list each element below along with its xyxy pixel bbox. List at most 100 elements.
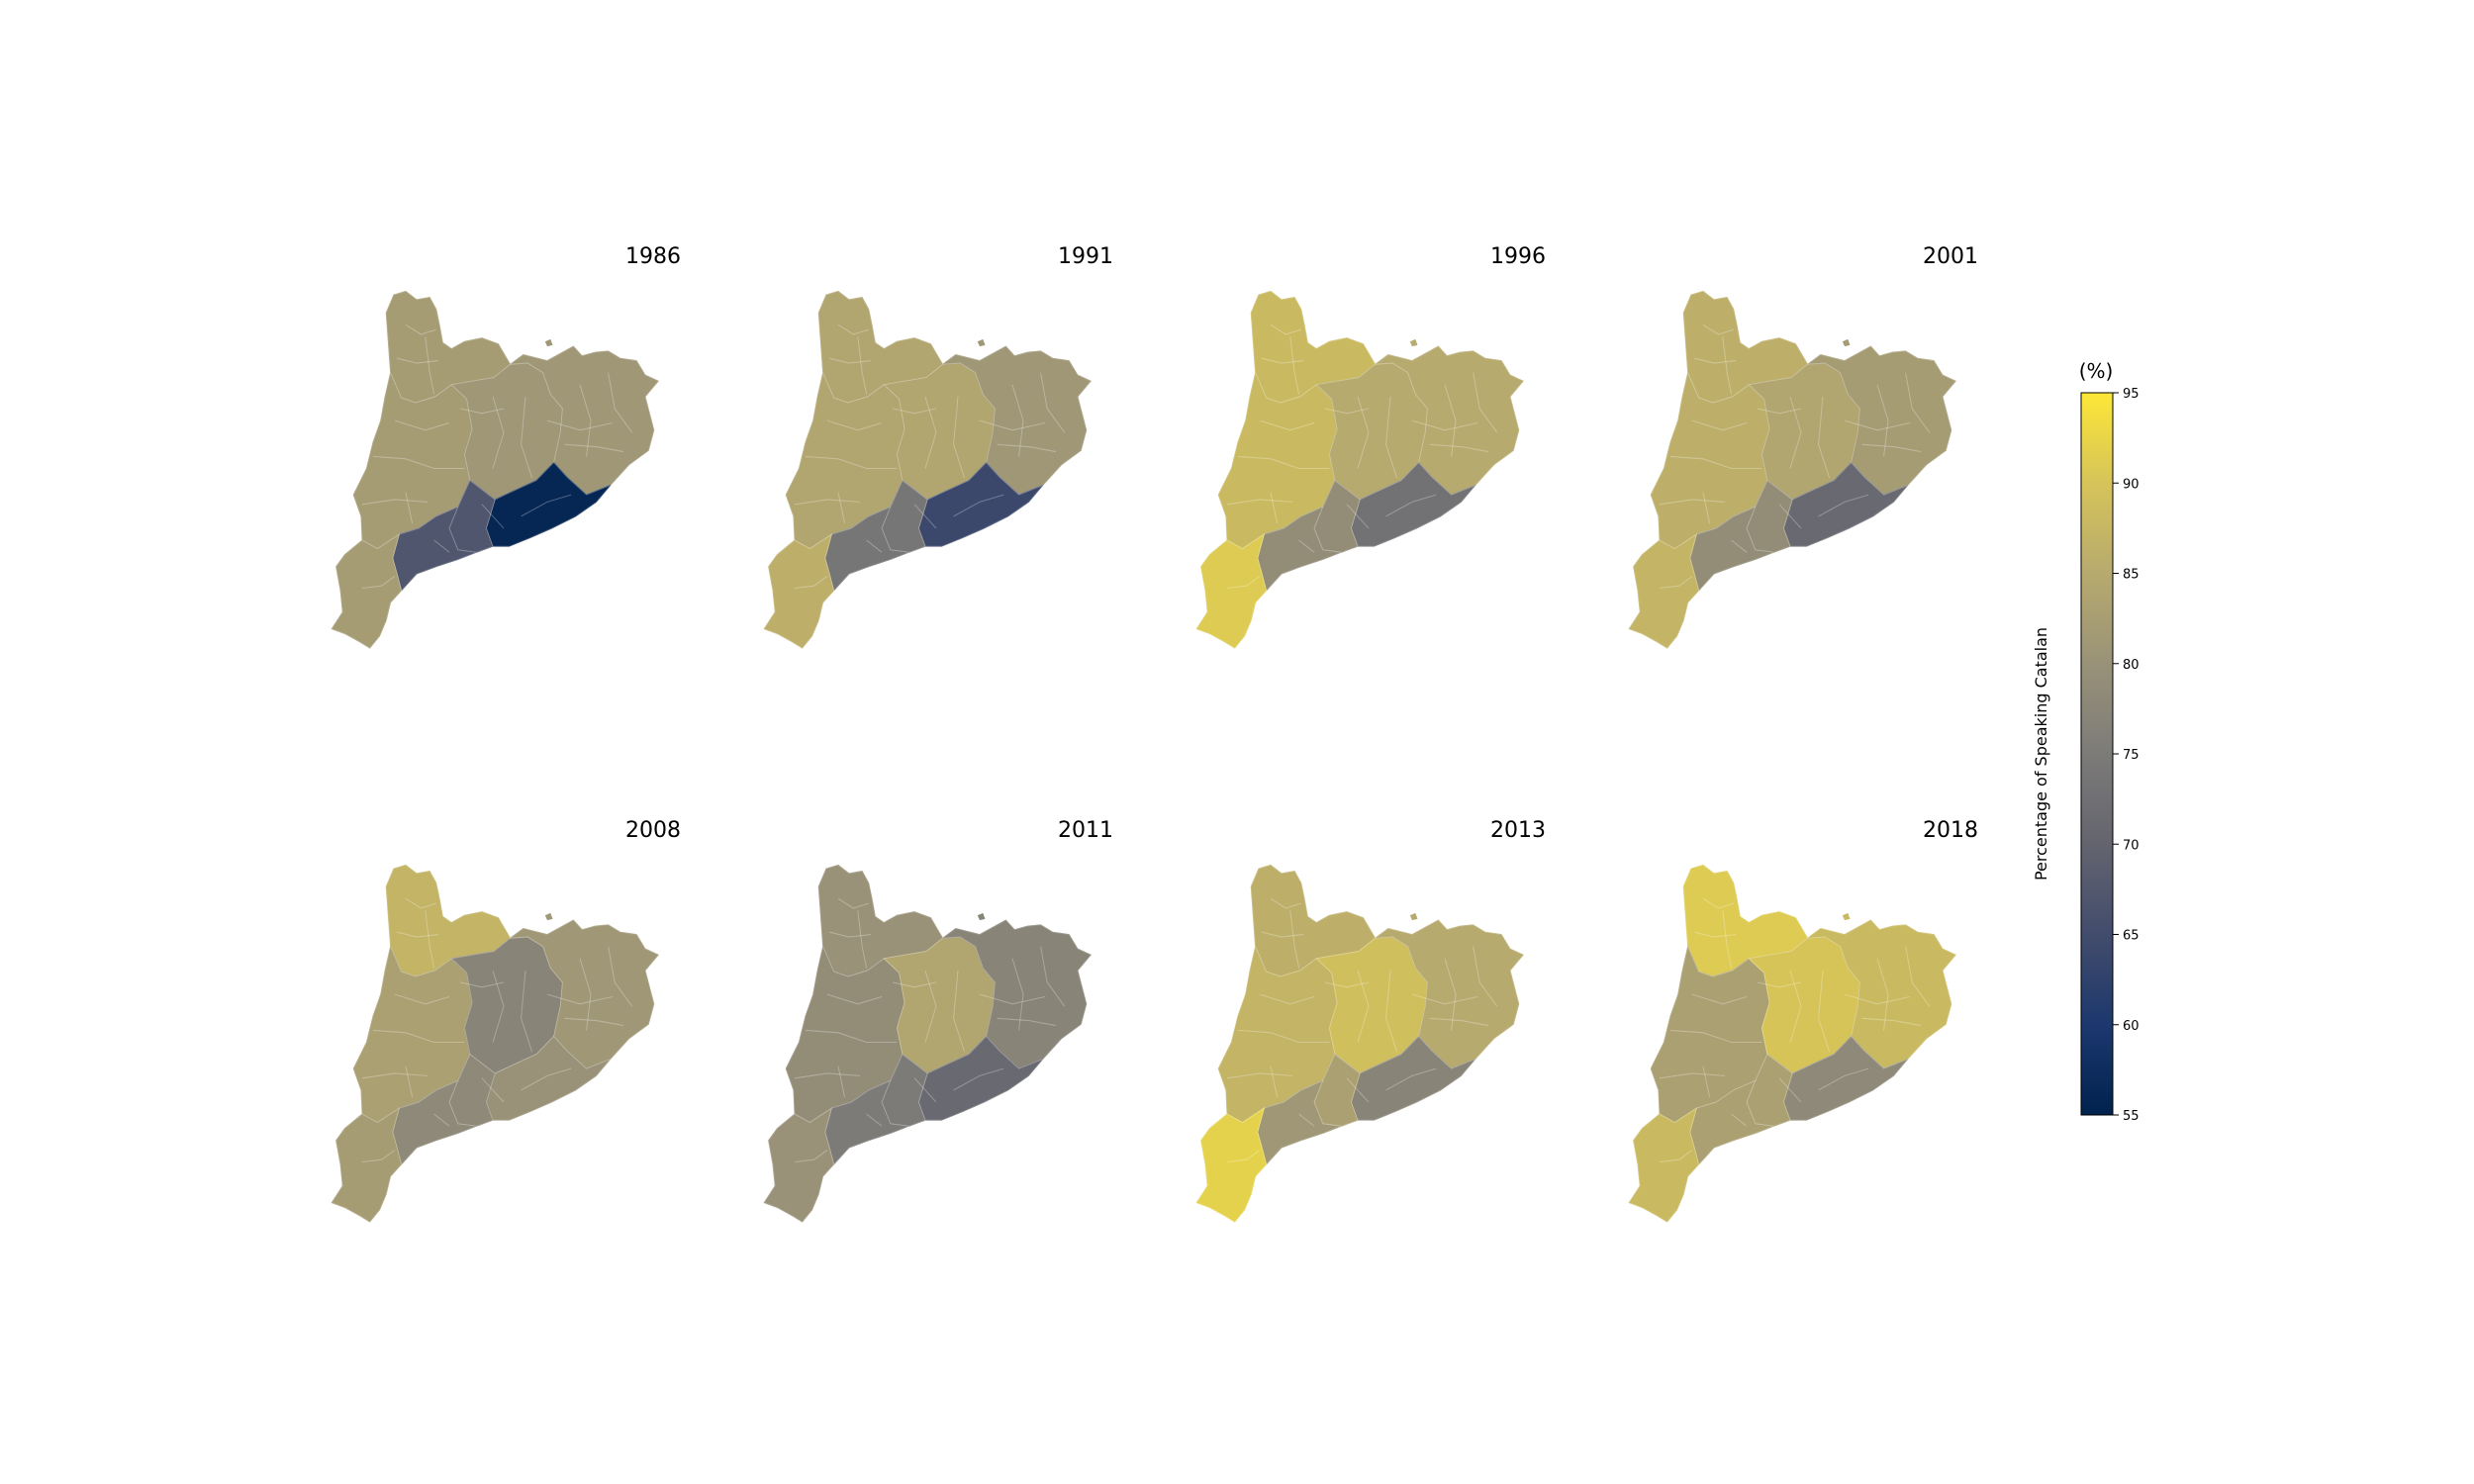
county-boundary: [481, 504, 505, 529]
county-boundary: [924, 396, 937, 469]
county-boundary: [1876, 384, 1889, 457]
zone-boundary: [1748, 362, 1860, 501]
zone-boundary: [1650, 371, 1770, 550]
colorbar-tick-label: 90: [2123, 477, 2140, 492]
county-boundary: [425, 336, 435, 395]
panel-title: 2008: [625, 818, 681, 843]
county-boundary: [1818, 1067, 1869, 1091]
county-boundary: [866, 1113, 883, 1127]
county-boundary: [1429, 443, 1489, 453]
region-terres-de-l-ebre: [763, 532, 835, 649]
county-boundary: [1444, 384, 1457, 457]
zone-boundary: [485, 1035, 612, 1121]
county-boundary: [1659, 1072, 1726, 1079]
county-boundary: [546, 993, 614, 1005]
zone-boundary: [883, 362, 996, 501]
county-boundary: [892, 981, 937, 988]
region-comarques-gironines: [1805, 345, 1956, 496]
zone-boundary: [1257, 506, 1342, 592]
county-boundary: [1040, 372, 1066, 433]
county-boundary: [953, 1067, 1004, 1091]
islet: [1409, 912, 1418, 921]
county-boundary: [1226, 499, 1293, 506]
islet: [1409, 338, 1418, 347]
zone-boundary: [1250, 864, 1377, 977]
county-boundary: [1778, 1077, 1802, 1103]
county-boundary: [997, 443, 1057, 453]
region--mbit-metropolit-: [1782, 461, 1909, 547]
region-terres-de-l-ebre: [331, 1106, 403, 1223]
county-boundary: [1669, 1029, 1762, 1044]
county-boundary: [829, 357, 872, 364]
county-boundary: [1789, 970, 1802, 1043]
region-comarques-gironines: [1373, 919, 1524, 1069]
county-boundary: [1298, 1113, 1315, 1127]
county-boundary: [481, 1077, 505, 1103]
islet: [977, 912, 986, 921]
county-boundary: [794, 1149, 828, 1163]
county-boundary: [492, 396, 505, 469]
zone-boundary: [448, 479, 496, 553]
county-boundary: [1694, 931, 1737, 938]
county-boundary: [1659, 1149, 1693, 1163]
zone-boundary: [1250, 290, 1377, 404]
zone-boundary: [881, 479, 928, 553]
zone-boundary: [1746, 1053, 1793, 1127]
region--mbit-metropolit-: [485, 1035, 612, 1121]
county-boundary: [979, 993, 1046, 1005]
county-boundary: [1702, 492, 1711, 524]
county-boundary: [361, 575, 396, 590]
county-boundary: [405, 324, 436, 335]
region-comarques-gironines: [508, 345, 659, 496]
county-boundary: [1357, 970, 1370, 1043]
county-boundary: [1659, 499, 1726, 506]
county-boundary: [1473, 946, 1498, 1007]
county-boundary: [1237, 1029, 1330, 1044]
zone-boundary: [448, 1053, 496, 1127]
region-pened-s: [1746, 1053, 1793, 1127]
region-terres-de-l-ebre: [1195, 532, 1268, 649]
county-boundary: [826, 993, 883, 1005]
county-boundary: [1694, 357, 1737, 364]
county-boundary: [579, 958, 592, 1031]
county-boundary: [1324, 981, 1370, 988]
region-comarques-gironines: [508, 919, 659, 1069]
map-panel-1986: 1986: [331, 244, 681, 649]
county-boundary: [794, 1072, 861, 1079]
county-boundary: [1905, 372, 1931, 433]
county-boundary: [1429, 1017, 1489, 1027]
zone-boundary: [1682, 290, 1809, 404]
zone-boundary: [1373, 919, 1524, 1069]
county-boundary: [1270, 492, 1279, 524]
county-boundary: [1040, 946, 1066, 1007]
county-boundary: [459, 981, 505, 988]
county-boundary: [1346, 504, 1370, 529]
county-boundary: [1011, 384, 1024, 457]
county-boundary: [1259, 419, 1315, 431]
zone-boundary: [763, 1106, 835, 1223]
county-boundary: [1226, 1149, 1261, 1163]
county-boundary: [1385, 396, 1398, 479]
zone-boundary: [917, 1035, 1044, 1121]
county-boundary: [405, 1066, 414, 1098]
county-boundary: [794, 575, 828, 590]
zone-boundary: [940, 345, 1092, 496]
county-boundary: [1844, 993, 1911, 1005]
region-pened-s: [448, 479, 496, 553]
colorbar-ticks: 55 60 65 70 75 80 85 90 95: [2113, 387, 2140, 1124]
county-boundary: [1757, 408, 1802, 415]
zone-boundary: [1313, 1053, 1361, 1127]
map-panel-2018: 2018: [1628, 818, 1978, 1223]
region-terres-de-l-ebre: [763, 1106, 835, 1223]
region-terres-de-l-ebre: [331, 532, 403, 649]
region-terres-de-l-ebre: [1195, 1106, 1268, 1223]
county-boundary: [397, 931, 439, 938]
catalonia-map: [763, 290, 1092, 649]
region-pened-s: [448, 1053, 496, 1127]
region--mbit-metropolit-: [1782, 1035, 1909, 1121]
catalonia-map: [331, 290, 659, 649]
county-boundary: [1270, 324, 1301, 335]
county-boundary: [1702, 324, 1734, 335]
colorbar-tick-label: 80: [2123, 658, 2140, 673]
